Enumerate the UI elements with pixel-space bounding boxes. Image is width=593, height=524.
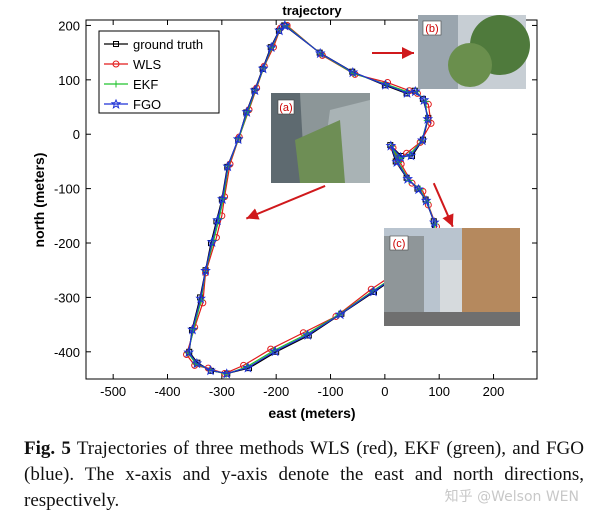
legend-entry: FGO	[104, 97, 161, 112]
data-point	[368, 286, 379, 297]
chart-title: trajectory	[282, 3, 342, 18]
data-point	[302, 329, 313, 340]
data-point	[429, 217, 440, 228]
inset-label-b: (b)	[425, 23, 438, 35]
x-tick-label: -200	[263, 384, 289, 399]
annotation-arrow	[245, 184, 326, 220]
data-point	[405, 150, 417, 161]
x-tick-label: -300	[209, 384, 235, 399]
data-point	[221, 368, 233, 379]
legend-label: WLS	[133, 57, 162, 72]
data-point	[217, 193, 228, 204]
x-tick-label: -400	[154, 384, 180, 399]
x-tick-label: 0	[381, 384, 388, 399]
x-tick-label: 100	[428, 384, 450, 399]
y-tick-label: 100	[58, 73, 80, 88]
legend-marker	[112, 60, 120, 68]
legend-label: ground truth	[133, 37, 203, 52]
figure-caption: Fig. 5 Trajectories of three methods WLS…	[24, 436, 584, 514]
y-tick-label: 0	[73, 127, 80, 142]
data-point	[417, 134, 428, 146]
data-point	[200, 265, 211, 276]
data-point	[206, 236, 218, 247]
data-point	[265, 41, 277, 53]
legend-marker	[112, 80, 120, 88]
data-point	[385, 140, 397, 151]
data-point	[314, 47, 326, 59]
watermark: 知乎 @Welson WEN	[444, 489, 579, 505]
trajectory-chart: trajectory -500 -400 -300 -200 -100 0 100 200 20…	[31, 3, 538, 421]
legend-label: FGO	[133, 97, 161, 112]
inset-label-a: (a)	[279, 102, 292, 114]
data-point	[427, 119, 435, 127]
data-point	[401, 87, 413, 98]
data-point	[395, 151, 406, 163]
legend-entry: WLS	[104, 57, 162, 72]
data-point	[187, 324, 198, 335]
data-point	[413, 183, 424, 195]
y-tick-label: -300	[54, 290, 80, 305]
legend-entry: ground truth	[104, 37, 203, 52]
x-axis-label: east (meters)	[268, 405, 355, 421]
data-point	[422, 113, 434, 124]
data-point	[205, 365, 216, 376]
data-point	[402, 173, 413, 184]
data-point	[242, 362, 254, 373]
caption-text: Trajectories of three methods WLS (red),…	[24, 438, 584, 511]
y-tick-label: -100	[54, 182, 80, 197]
x-tick-label: 200	[483, 384, 505, 399]
legend-label: EKF	[133, 77, 158, 92]
data-point	[420, 195, 432, 206]
data-point	[232, 133, 244, 145]
y-tick-label: -200	[54, 236, 80, 251]
data-point	[409, 85, 421, 97]
photo-inset-b: (b)	[418, 15, 530, 89]
x-tick-label: -100	[318, 384, 344, 399]
legend: ground truth WLS EKF FGO	[98, 30, 220, 114]
legend-marker	[110, 98, 122, 109]
data-point	[418, 94, 430, 105]
legend-marker	[113, 41, 119, 47]
inset-label-c: (c)	[393, 238, 406, 250]
caption-label: Fig. 5	[24, 438, 71, 459]
data-point	[269, 345, 281, 357]
data-point	[391, 156, 403, 167]
photo-inset-c: (c)	[384, 228, 520, 326]
data-point	[241, 106, 253, 117]
data-point	[335, 309, 346, 320]
legend-entry: EKF	[104, 77, 158, 92]
data-point	[195, 293, 206, 304]
axis-ticks: -500 -400 -300 -200 -100 0 100 200 200 100 0 -100 -2…	[54, 18, 537, 399]
data-point	[260, 62, 268, 70]
annotation-arrows	[245, 47, 454, 228]
y-axis-label: north (meters)	[31, 153, 47, 248]
data-point	[183, 347, 194, 358]
data-point	[380, 79, 391, 90]
data-point	[249, 84, 261, 96]
annotation-arrow	[432, 182, 454, 228]
data-point	[279, 20, 291, 31]
y-tick-label: 200	[58, 18, 80, 33]
series-fgo	[183, 20, 440, 379]
data-point	[222, 161, 234, 172]
data-point	[347, 66, 359, 78]
x-tick-label: -500	[100, 384, 126, 399]
data-point	[257, 63, 269, 74]
data-point	[191, 357, 203, 369]
data-point	[212, 214, 223, 226]
photo-inset-a: (a)	[271, 93, 370, 183]
y-tick-label: -400	[54, 345, 80, 360]
